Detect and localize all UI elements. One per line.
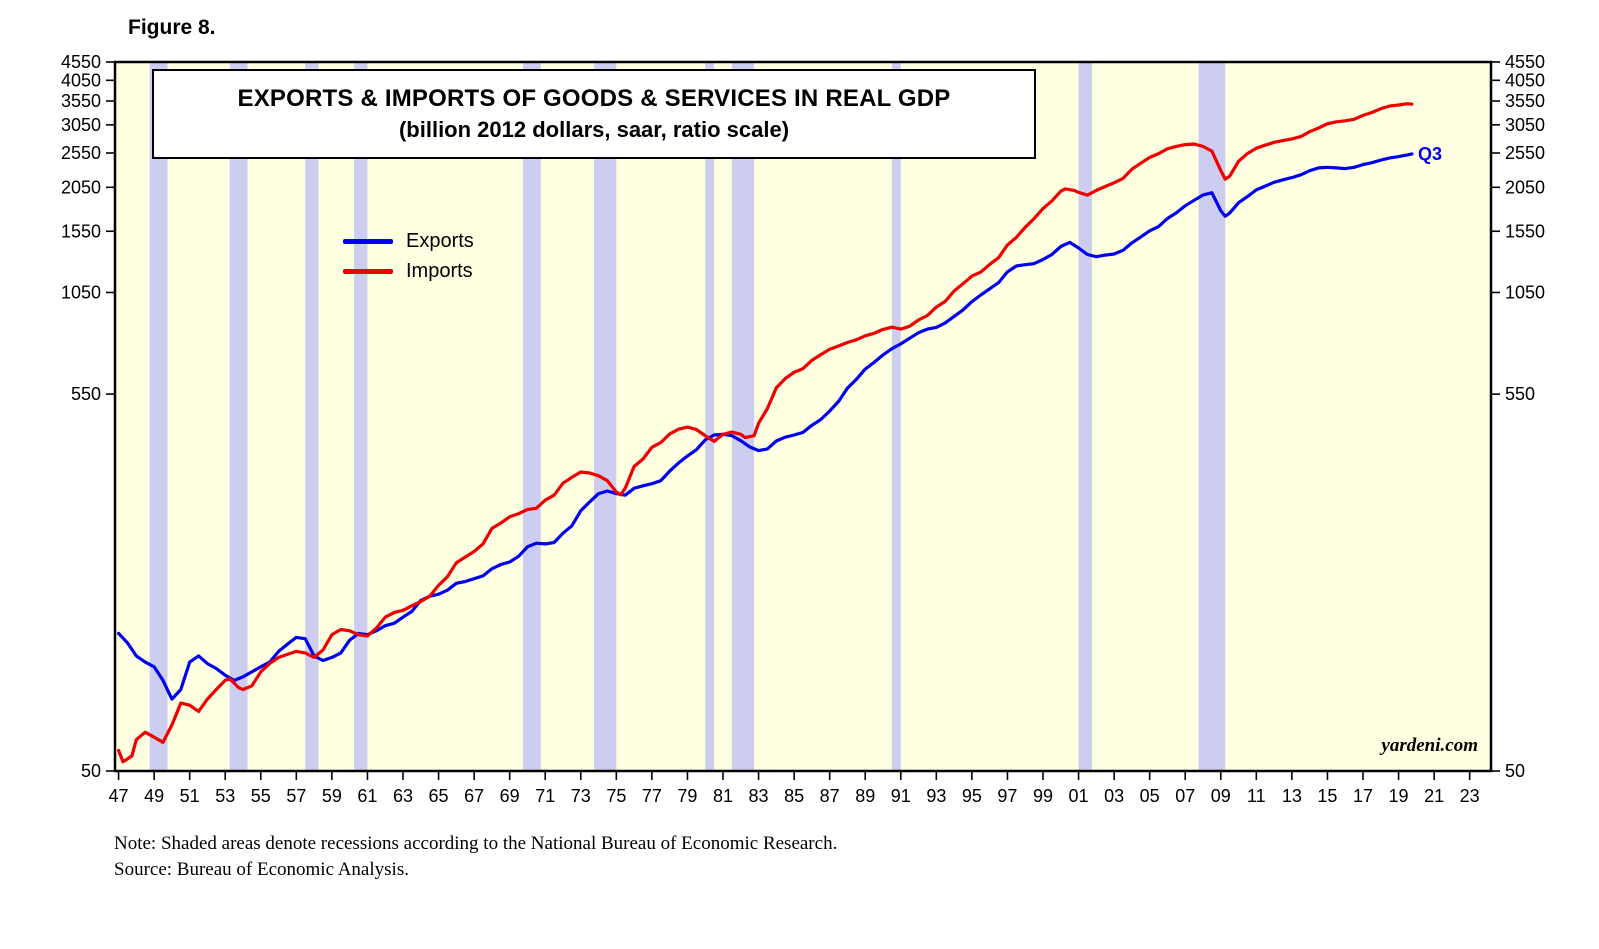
legend: Exports Imports	[343, 226, 474, 286]
y-tick-label-left: 3550	[61, 91, 101, 111]
y-tick-label-left: 2050	[61, 177, 101, 197]
x-tick-label: 13	[1282, 786, 1302, 806]
recession-band	[731, 62, 755, 771]
last-point-label: Q3	[1418, 144, 1443, 164]
imports-line	[116, 102, 1414, 764]
x-tick-label: 95	[962, 786, 982, 806]
x-tick-label: 75	[606, 786, 626, 806]
y-tick-label-right: 2050	[1505, 177, 1545, 197]
x-tick-label: 61	[357, 786, 377, 806]
x-tick-label: 09	[1211, 786, 1231, 806]
y-tick-label-right: 2550	[1505, 143, 1545, 163]
footnotes: Note: Shaded areas denote recessions acc…	[114, 831, 837, 883]
chart-title-box: EXPORTS & IMPORTS OF GOODS & SERVICES IN…	[152, 69, 1036, 159]
imports-line-swatch-icon	[343, 268, 393, 274]
x-tick-label: 07	[1175, 786, 1195, 806]
recession-band	[594, 62, 617, 771]
exports-line-swatch-icon	[343, 238, 393, 244]
plot-background	[115, 62, 1491, 771]
x-tick-label: 15	[1317, 786, 1337, 806]
x-tick-label: 17	[1353, 786, 1373, 806]
y-tick-label-left: 50	[81, 761, 101, 781]
recession-band	[229, 62, 248, 771]
x-tick-label: 51	[180, 786, 200, 806]
x-tick-label: 49	[144, 786, 164, 806]
x-tick-label: 87	[820, 786, 840, 806]
recession-band	[1078, 62, 1092, 771]
y-tick-label-right: 4550	[1505, 52, 1545, 72]
x-tick-label: 05	[1140, 786, 1160, 806]
x-tick-label: 59	[322, 786, 342, 806]
x-tick-label: 77	[642, 786, 662, 806]
x-tick-label: 71	[535, 786, 555, 806]
exports-line	[116, 152, 1414, 701]
y-tick-label-left: 2550	[61, 143, 101, 163]
x-tick-label: 85	[784, 786, 804, 806]
x-tick-label: 23	[1460, 786, 1480, 806]
chart-subtitle: (billion 2012 dollars, saar, ratio scale…	[398, 117, 790, 142]
y-tick-label-right: 1050	[1505, 282, 1545, 302]
x-tick-label: 89	[855, 786, 875, 806]
x-tick-label: 11	[1247, 786, 1266, 806]
y-tick-label-right: 3550	[1505, 91, 1545, 111]
x-tick-label: 65	[429, 786, 449, 806]
x-tick-label: 91	[891, 786, 911, 806]
y-tick-label-left: 1050	[61, 282, 101, 302]
source-line: Source: Bureau of Economic Analysis.	[114, 859, 409, 880]
x-tick-label: 93	[926, 786, 946, 806]
x-tick-label: 81	[713, 786, 733, 806]
x-tick-label: 57	[286, 786, 306, 806]
y-tick-label-right: 4050	[1505, 70, 1545, 90]
y-tick-label-left: 1550	[61, 221, 101, 241]
y-tick-label-right: 550	[1505, 384, 1535, 404]
y-tick-label-right: 3050	[1505, 115, 1545, 135]
note-line: Note: Shaded areas denote recessions acc…	[114, 833, 838, 854]
recession-band	[705, 62, 715, 771]
recession-band	[1198, 62, 1226, 771]
x-tick-label: 69	[500, 786, 520, 806]
recession-band	[891, 62, 901, 771]
x-tick-label: 03	[1104, 786, 1124, 806]
x-tick-label: 99	[1033, 786, 1053, 806]
x-tick-label: 67	[464, 786, 484, 806]
y-tick-label-left: 550	[71, 384, 101, 404]
y-tick-label-right: 1550	[1505, 221, 1545, 241]
recession-band	[305, 62, 319, 771]
y-tick-label-left: 4550	[61, 52, 101, 72]
x-tick-label: 21	[1424, 786, 1444, 806]
x-tick-label: 53	[215, 786, 235, 806]
y-tick-label-left: 4050	[61, 70, 101, 90]
legend-label-imports: Imports	[406, 259, 473, 282]
x-tick-label: 19	[1389, 786, 1409, 806]
x-tick-label: 83	[749, 786, 769, 806]
y-tick-label-right: 50	[1505, 761, 1525, 781]
recession-band	[149, 62, 168, 771]
x-tick-label: 55	[251, 786, 271, 806]
figure-label: Figure 8.	[128, 16, 216, 39]
legend-item-imports: Imports	[343, 256, 474, 286]
watermark: yardeni.com	[1381, 735, 1478, 756]
legend-label-exports: Exports	[406, 229, 474, 252]
y-tick-label-left: 3050	[61, 115, 101, 135]
plot-border	[113, 60, 1493, 773]
x-tick-label: 01	[1069, 786, 1089, 806]
x-tick-label: 47	[109, 786, 129, 806]
x-tick-label: 97	[997, 786, 1017, 806]
chart-title: EXPORTS & IMPORTS OF GOODS & SERVICES IN…	[237, 85, 951, 112]
x-tick-label: 79	[677, 786, 697, 806]
x-tick-label: 63	[393, 786, 413, 806]
legend-item-exports: Exports	[343, 226, 474, 256]
recession-band	[354, 62, 368, 771]
recession-band	[523, 62, 541, 771]
x-tick-label: 73	[571, 786, 591, 806]
